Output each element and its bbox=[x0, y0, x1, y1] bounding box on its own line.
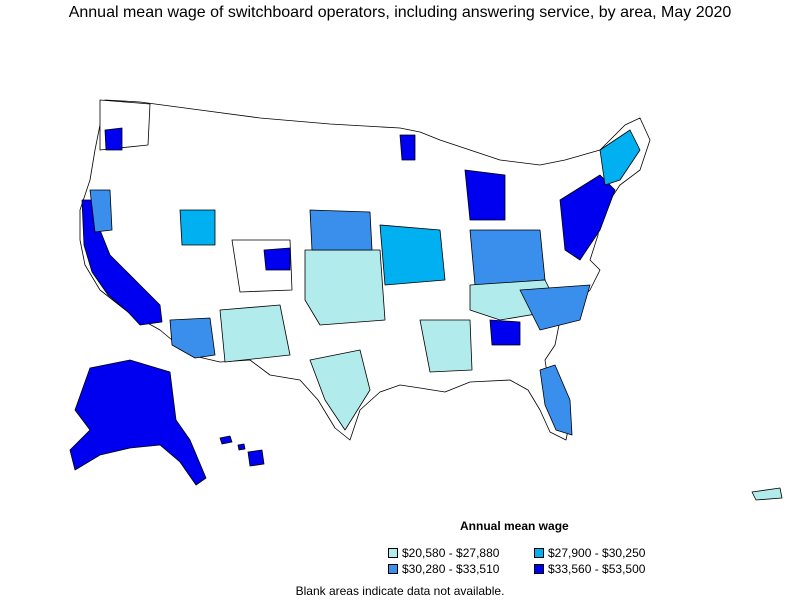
arizona-region bbox=[169, 317, 216, 359]
florida-region bbox=[539, 364, 573, 436]
seattle-area bbox=[104, 127, 123, 151]
oregon-region bbox=[89, 189, 113, 233]
legend-swatch bbox=[534, 548, 544, 558]
legend-label: $20,580 - $27,880 bbox=[402, 546, 500, 560]
puerto-rico-region bbox=[751, 487, 783, 501]
atlanta-area bbox=[489, 319, 521, 346]
legend-item-3: $30,280 - $33,510 bbox=[388, 562, 499, 576]
california-coast-region bbox=[81, 199, 163, 326]
ohio-valley-region bbox=[469, 229, 546, 286]
utah-region bbox=[179, 209, 216, 246]
map-regions bbox=[69, 99, 783, 501]
legend-swatch bbox=[388, 564, 398, 574]
iowa-region bbox=[309, 209, 373, 251]
legend-title: Annual mean wage bbox=[460, 519, 569, 533]
legend-item-1: $20,580 - $27,880 bbox=[388, 546, 499, 560]
new-england-region bbox=[599, 129, 641, 186]
mississippi-region bbox=[419, 319, 473, 373]
hawaii-islands bbox=[219, 435, 233, 445]
illinois-indiana-region bbox=[379, 224, 446, 286]
footnote: Blank areas indicate data not available. bbox=[295, 584, 505, 598]
legend-label: $30,280 - $33,510 bbox=[402, 562, 500, 576]
map-title: Annual mean wage of switchboard operator… bbox=[68, 4, 732, 21]
new-mexico-region bbox=[219, 304, 291, 363]
legend-swatch bbox=[388, 548, 398, 558]
minnesota-north bbox=[399, 134, 416, 161]
hawaii-big-island bbox=[247, 449, 265, 467]
legend-label: $33,560 - $53,500 bbox=[548, 562, 646, 576]
hawaii-maui bbox=[237, 443, 246, 451]
texas-gulf-region bbox=[309, 349, 371, 431]
legend-item-4: $33,560 - $53,500 bbox=[534, 562, 645, 576]
northeast-corridor bbox=[559, 174, 616, 261]
carolinas-region bbox=[519, 284, 591, 331]
kansas-oklahoma-region bbox=[304, 249, 386, 326]
legend-swatch bbox=[534, 564, 544, 574]
michigan-region bbox=[464, 169, 506, 221]
legend-item-2: $27,900 - $30,250 bbox=[534, 546, 645, 560]
legend-label: $27,900 - $30,250 bbox=[548, 546, 646, 560]
denver-area bbox=[263, 247, 291, 271]
alaska-region bbox=[69, 359, 207, 486]
